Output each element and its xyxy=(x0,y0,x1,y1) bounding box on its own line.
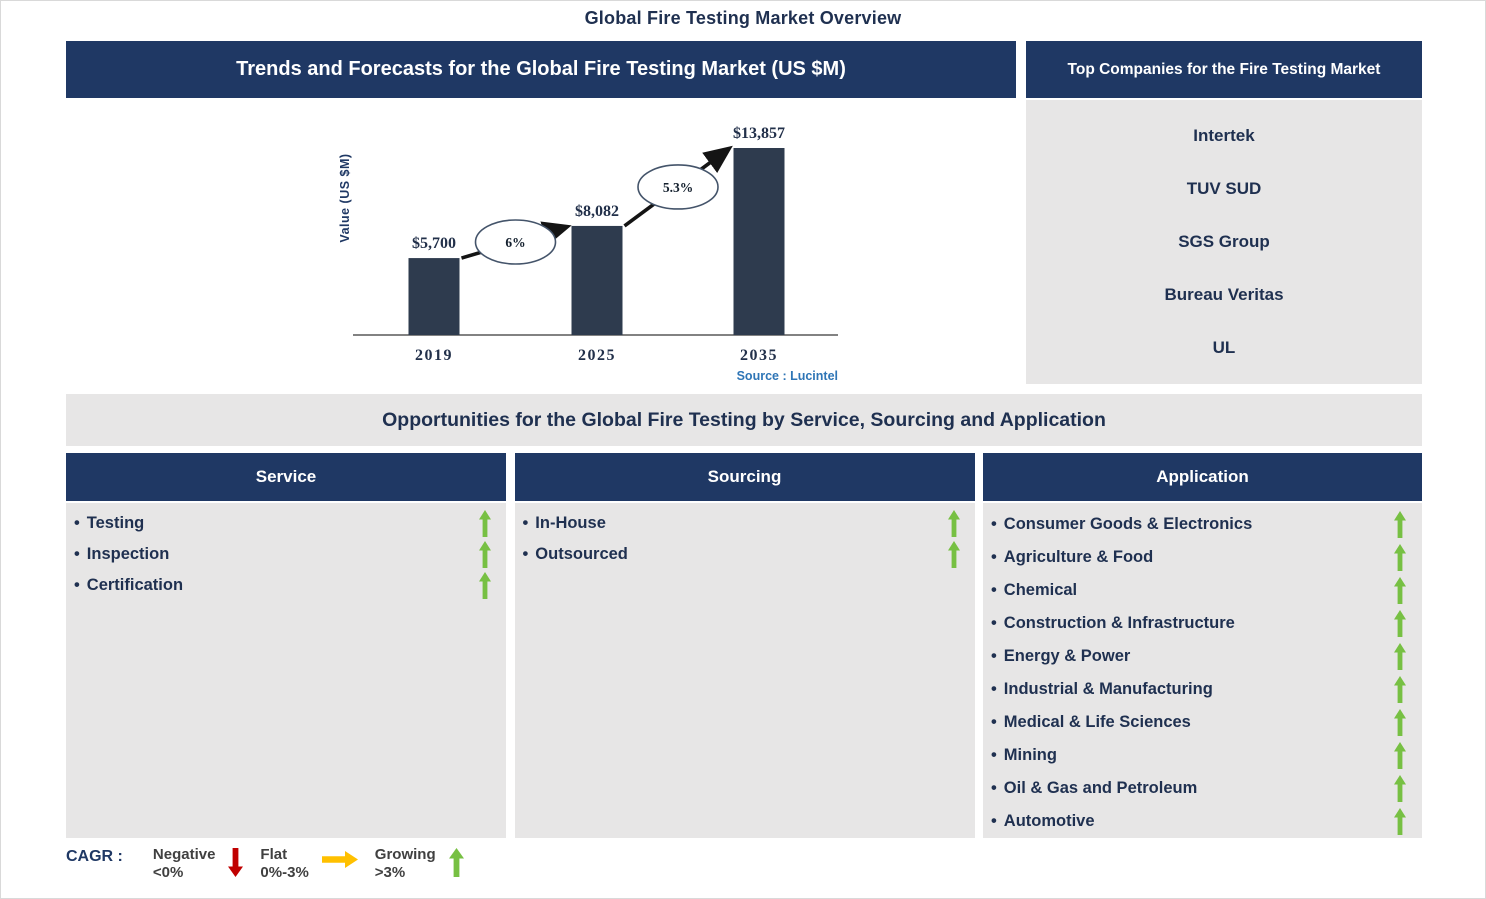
up-arrow-icon xyxy=(479,572,491,599)
down-arrow-icon xyxy=(228,848,244,877)
list-item-label: Automotive xyxy=(991,812,1394,831)
list-item: Medical & Life Sciences xyxy=(983,706,1422,739)
application-panel-body: Consumer Goods & Electronics Agriculture… xyxy=(983,503,1422,838)
list-item-label: Chemical xyxy=(991,581,1394,600)
list-item-label: Mining xyxy=(991,746,1394,765)
up-arrow-icon xyxy=(1394,808,1406,835)
list-item-label: Energy & Power xyxy=(991,647,1394,666)
list-item-label: In-House xyxy=(523,514,948,533)
list-item: Outsourced xyxy=(515,539,975,570)
top-companies-header: Top Companies for the Fire Testing Marke… xyxy=(1026,41,1422,98)
legend-item-growing: Growing >3% xyxy=(375,846,464,882)
svg-text:$8,082: $8,082 xyxy=(575,203,619,220)
up-arrow-icon xyxy=(1394,742,1406,769)
list-item-label: Oil & Gas and Petroleum xyxy=(991,779,1394,798)
up-arrow-icon xyxy=(479,510,491,537)
company-name: Intertek xyxy=(1193,126,1255,146)
legend-name: Growing xyxy=(374,846,436,863)
list-item: Oil & Gas and Petroleum xyxy=(983,772,1422,805)
list-item: Mining xyxy=(983,739,1422,772)
list-item-label: Industrial & Manufacturing xyxy=(991,680,1394,699)
trends-chart-region: Value (US $M) 6% 5.3% $5,700 $8,082 $13,857 20… xyxy=(66,98,1016,391)
list-item: Industrial & Manufacturing xyxy=(983,673,1422,706)
up-arrow-icon xyxy=(1394,709,1406,736)
up-arrow-icon xyxy=(1394,511,1406,538)
service-panel-header: Service xyxy=(66,453,506,501)
top-companies-list: Intertek TUV SUD SGS Group Bureau Verita… xyxy=(1026,100,1422,384)
application-panel-header: Application xyxy=(983,453,1422,501)
svg-text:6%: 6% xyxy=(505,235,525,250)
svg-text:$13,857: $13,857 xyxy=(733,125,785,142)
up-arrow-icon xyxy=(947,541,960,568)
list-item-label: Testing xyxy=(74,514,479,533)
legend-range: >3% xyxy=(374,864,406,881)
svg-text:$5,700: $5,700 xyxy=(412,235,456,252)
list-item: Inspection xyxy=(66,539,506,570)
company-name: UL xyxy=(1212,337,1236,357)
list-item: Energy & Power xyxy=(983,640,1422,673)
list-item-label: Certification xyxy=(74,576,479,595)
trends-bar-chart: Value (US $M) 6% 5.3% $5,700 $8,082 $13,857 20… xyxy=(338,125,838,383)
up-arrow-icon xyxy=(1394,775,1406,802)
page-title: Global Fire Testing Market Overview xyxy=(584,8,902,28)
up-arrow-icon xyxy=(1394,676,1406,703)
right-arrow-icon xyxy=(321,851,358,868)
opportunity-panels: Service Testing Inspection xyxy=(66,453,1422,838)
legend-range: 0%-3% xyxy=(260,864,309,881)
list-item: Automotive xyxy=(983,805,1422,838)
up-arrow-icon xyxy=(1394,577,1406,604)
service-panel-body: Testing Inspection Certification xyxy=(66,503,506,838)
legend-name: Flat xyxy=(260,846,288,863)
list-item: Agriculture & Food xyxy=(983,541,1422,574)
list-item-label: Inspection xyxy=(74,545,479,564)
up-arrow-icon xyxy=(448,848,464,877)
sourcing-panel-header: Sourcing xyxy=(514,453,975,501)
application-panel: Application Consumer Goods & Electronics… xyxy=(983,453,1422,838)
list-item: Construction & Infrastructure xyxy=(983,607,1422,640)
legend-range: <0% xyxy=(152,864,184,881)
list-item-label: Consumer Goods & Electronics xyxy=(991,515,1394,534)
company-name: SGS Group xyxy=(1178,231,1270,251)
trends-section-header: Trends and Forecasts for the Global Fire… xyxy=(66,41,1016,98)
opportunities-section-header: Opportunities for the Global Fire Testin… xyxy=(66,394,1422,446)
list-item: Consumer Goods & Electronics xyxy=(983,508,1422,541)
list-item: Testing xyxy=(66,508,506,539)
list-item-label: Medical & Life Sciences xyxy=(991,713,1394,732)
svg-text:2035: 2035 xyxy=(740,347,778,364)
list-item-label: Outsourced xyxy=(523,545,948,564)
service-panel: Service Testing Inspection xyxy=(66,453,506,838)
list-item: Certification xyxy=(66,570,506,601)
svg-text:2019: 2019 xyxy=(415,347,453,364)
svg-text:5.3%: 5.3% xyxy=(663,180,693,195)
svg-text:2025: 2025 xyxy=(578,347,616,364)
list-item: In-House xyxy=(515,508,975,539)
legend-item-negative: Negative <0% xyxy=(153,846,244,882)
cagr-legend: CAGR : Negative <0% Flat 0%-3% Growing >… xyxy=(66,846,481,882)
svg-text:Source : Lucintel: Source : Lucintel xyxy=(737,369,838,383)
svg-text:Value (US $M): Value (US $M) xyxy=(338,153,352,242)
up-arrow-icon xyxy=(1394,544,1406,571)
cagr-legend-label: CAGR : xyxy=(66,848,123,865)
legend-item-flat: Flat 0%-3% xyxy=(260,846,358,882)
up-arrow-icon xyxy=(1394,610,1406,637)
company-name: TUV SUD xyxy=(1186,179,1262,199)
list-item: Chemical xyxy=(983,574,1422,607)
up-arrow-icon xyxy=(1394,643,1406,670)
list-item-label: Agriculture & Food xyxy=(991,548,1394,567)
up-arrow-icon xyxy=(479,541,491,568)
sourcing-panel-body: In-House Outsourced xyxy=(514,503,975,838)
top-companies-panel: Top Companies for the Fire Testing Marke… xyxy=(1026,41,1422,384)
up-arrow-icon xyxy=(947,510,960,537)
company-name: Bureau Veritas xyxy=(1164,284,1284,304)
sourcing-panel: Sourcing In-House Outsourced xyxy=(514,453,975,838)
legend-name: Negative xyxy=(152,846,216,863)
list-item-label: Construction & Infrastructure xyxy=(991,614,1394,633)
